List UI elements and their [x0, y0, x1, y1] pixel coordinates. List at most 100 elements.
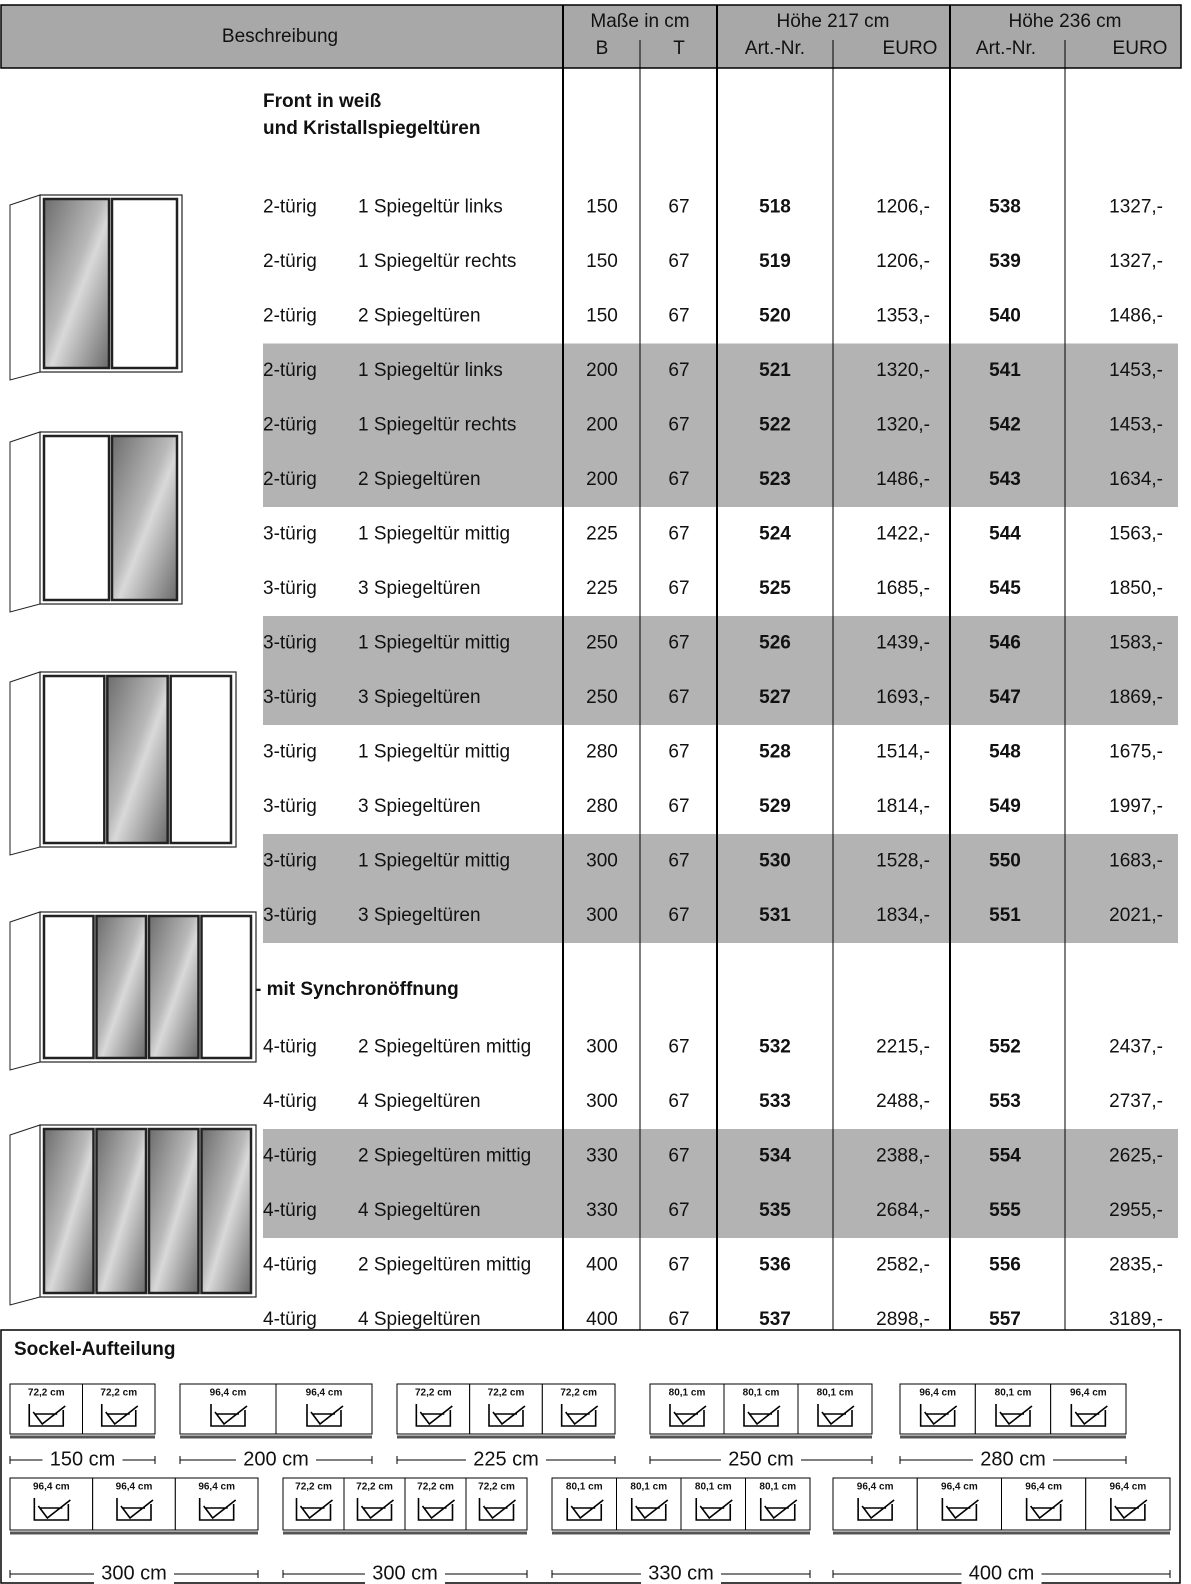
width: 300: [586, 905, 618, 926]
sockel-icon: [941, 1498, 979, 1521]
sockel-icon: [356, 1498, 394, 1521]
price: 2437,-: [1109, 1036, 1163, 1057]
sockel-icon: [669, 1404, 707, 1427]
wardrobe-door: [42, 434, 111, 602]
article-number: 545: [989, 578, 1021, 599]
sockel-total: 300 cm: [372, 1562, 438, 1584]
section-title: und Kristallspiegeltüren: [263, 118, 480, 139]
width: 300: [586, 1036, 618, 1057]
sockel-segment: [404, 1477, 467, 1531]
width: 330: [586, 1200, 618, 1221]
width: 330: [586, 1145, 618, 1166]
segment-label: 80,1 cm: [817, 1388, 854, 1399]
dimension-gap: [721, 1448, 801, 1472]
article-number: 533: [759, 1091, 791, 1112]
segment-label: 80,1 cm: [995, 1388, 1032, 1399]
depth: 67: [668, 1091, 689, 1112]
description: 4 Spiegeltüren: [358, 1091, 481, 1112]
header-cell: Maße in cm: [590, 11, 689, 32]
width: 150: [586, 305, 618, 326]
segment-label: 80,1 cm: [630, 1482, 667, 1493]
wardrobe-illustration: [9, 1124, 257, 1306]
segment-label: 80,1 cm: [669, 1388, 706, 1399]
sockel-icon: [630, 1498, 669, 1521]
article-number: 519: [759, 251, 791, 272]
price: 1563,-: [1109, 523, 1163, 544]
header-cell: EURO: [1113, 38, 1168, 59]
depth: 67: [668, 1036, 689, 1057]
price: 2898,-: [876, 1309, 930, 1330]
section-title: Front in weiß: [263, 91, 382, 112]
price: 2488,-: [876, 1091, 930, 1112]
wardrobe-door: [169, 674, 233, 845]
description: 3 Spiegeltüren: [358, 687, 481, 708]
doors: 3-türig: [263, 578, 317, 599]
article-number: 540: [989, 305, 1021, 326]
description: 4 Spiegeltüren: [358, 1200, 481, 1221]
width: 250: [586, 632, 618, 653]
article-number: 553: [989, 1091, 1021, 1112]
segment-label: 96,4 cm: [1110, 1482, 1147, 1493]
description: 1 Spiegeltür mittig: [358, 632, 510, 653]
article-number: 539: [989, 251, 1021, 272]
sockel-icon: [1110, 1498, 1148, 1521]
price: 1453,-: [1109, 414, 1163, 435]
row-shade: [263, 452, 1178, 507]
sockel-segment: [1001, 1477, 1087, 1531]
width: 150: [586, 196, 618, 217]
description: 2 Spiegeltüren mittig: [358, 1254, 531, 1275]
width: 300: [586, 850, 618, 871]
doors: 2-türig: [263, 196, 317, 217]
doors: 3-türig: [263, 632, 317, 653]
depth: 67: [668, 251, 689, 272]
article-number: 544: [989, 523, 1021, 544]
price: 1683,-: [1109, 850, 1163, 871]
row-shade: [263, 1129, 1178, 1184]
row-shade: [263, 616, 1178, 671]
sockel-icon: [417, 1498, 455, 1521]
header-cell: Höhe 236 cm: [1008, 11, 1121, 32]
section-title: - mit Synchronöffnung: [255, 979, 459, 1000]
segment-label: 96,4 cm: [198, 1482, 235, 1493]
row-shade: [263, 834, 1178, 889]
price: 1422,-: [876, 523, 930, 544]
doors: 4-türig: [263, 1200, 317, 1221]
dimension-gap: [973, 1448, 1053, 1472]
dimension-gap: [641, 1562, 721, 1584]
row-shade: [263, 670, 1178, 725]
segment-label: 72,2 cm: [28, 1388, 65, 1399]
sockel-total: 400 cm: [969, 1562, 1035, 1584]
description: 1 Spiegeltür rechts: [358, 414, 516, 435]
price: 2625,-: [1109, 1145, 1163, 1166]
doors: 4-türig: [263, 1254, 317, 1275]
article-number: 548: [989, 741, 1021, 762]
depth: 67: [668, 1309, 689, 1330]
wardrobe-door: [42, 197, 111, 370]
depth: 67: [668, 687, 689, 708]
price: 2582,-: [876, 1254, 930, 1275]
segment-label: 96,4 cm: [1025, 1482, 1062, 1493]
sockel-segment: [832, 1477, 918, 1531]
sockel-segment: [1085, 1477, 1171, 1531]
description: 1 Spiegeltür mittig: [358, 523, 510, 544]
doors: 2-türig: [263, 469, 317, 490]
sockel-segment: [9, 1383, 83, 1435]
description: 2 Spiegeltüren: [358, 469, 481, 490]
header-cell: T: [673, 38, 685, 59]
wardrobe-door: [95, 914, 148, 1060]
row-shade: [263, 1183, 1178, 1238]
wardrobe-side: [9, 671, 41, 856]
segment-label: 72,2 cm: [415, 1388, 452, 1399]
article-number: 556: [989, 1254, 1021, 1275]
description: 3 Spiegeltüren: [358, 578, 481, 599]
sockel-segment: [174, 1477, 259, 1531]
depth: 67: [668, 523, 689, 544]
sockel-total: 150 cm: [50, 1448, 116, 1470]
price: 1320,-: [876, 414, 930, 435]
sockel-icon: [1070, 1404, 1108, 1427]
depth: 67: [668, 850, 689, 871]
description: 1 Spiegeltür links: [358, 360, 503, 381]
depth: 67: [668, 741, 689, 762]
header-cell: B: [596, 38, 609, 59]
doors: 4-türig: [263, 1309, 317, 1330]
